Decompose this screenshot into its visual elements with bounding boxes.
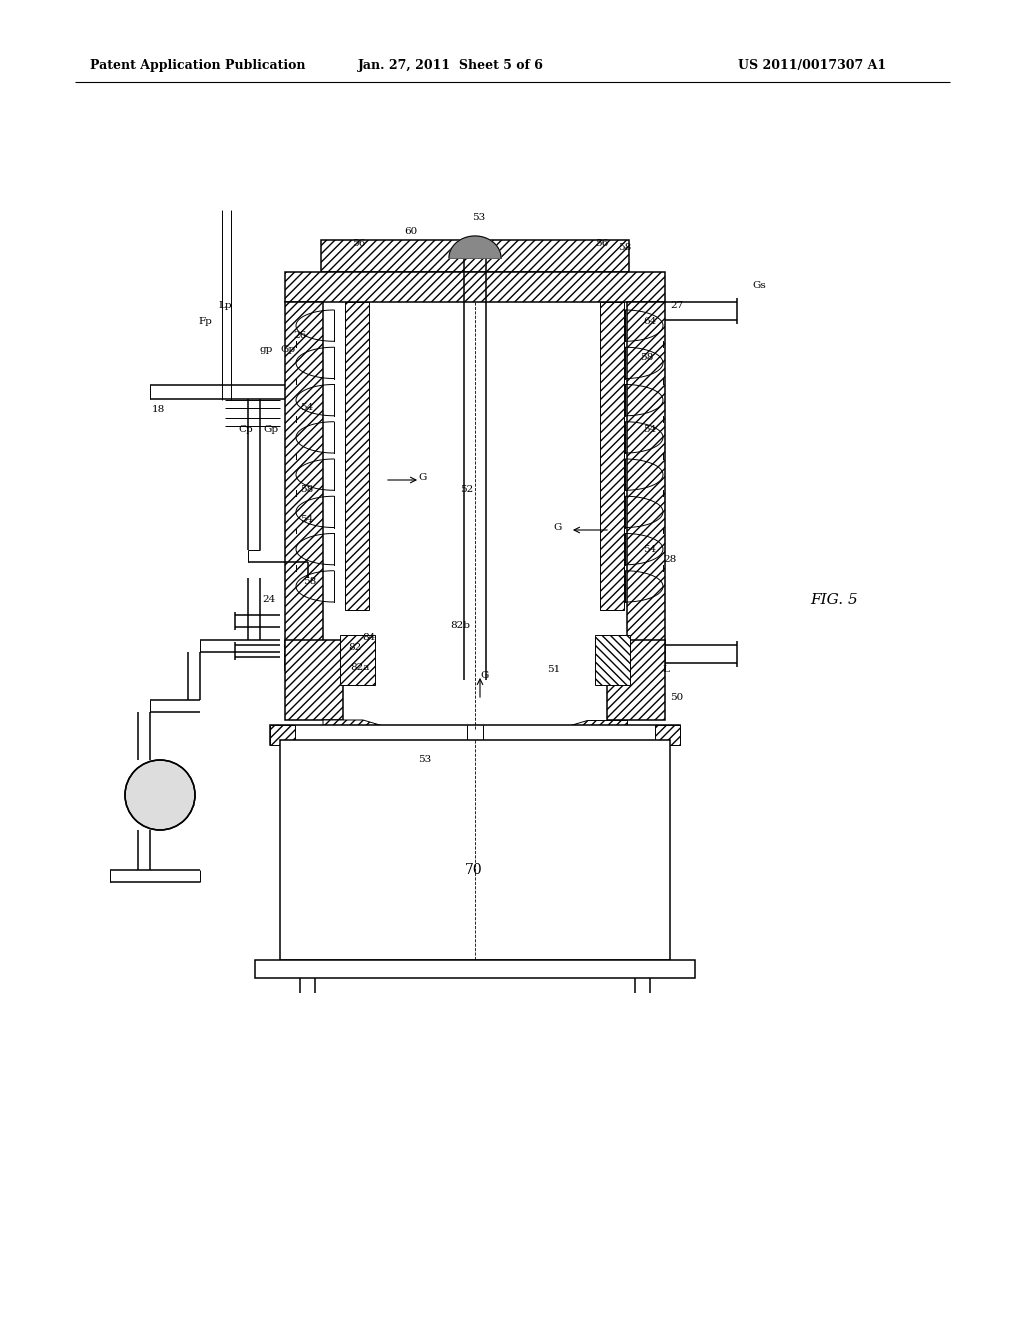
Text: Patent Application Publication: Patent Application Publication [90,58,305,71]
Text: 18: 18 [152,405,165,414]
Bar [600,302,624,610]
Text: 60: 60 [404,227,417,236]
Bar [280,741,670,960]
Text: Gp: Gp [280,346,295,355]
Text: gp: gp [260,346,273,355]
Bar [340,635,375,685]
Text: 54: 54 [300,516,313,524]
Text: 27: 27 [670,301,683,309]
Polygon shape [449,236,501,257]
Text: G: G [480,671,488,680]
Text: L: L [662,665,669,675]
Text: 28: 28 [663,556,676,565]
Text: 54: 54 [643,425,656,434]
Text: 24: 24 [262,595,275,605]
Text: 58: 58 [640,354,653,363]
Text: 84: 84 [362,632,375,642]
Text: Gs: Gs [752,281,766,289]
Text: 50: 50 [670,693,683,702]
Text: 26: 26 [293,331,306,341]
Text: 53: 53 [418,755,431,764]
Bar [285,302,323,671]
Text: 64: 64 [643,318,656,326]
Text: G: G [418,474,426,483]
Text: Gp: Gp [263,425,279,434]
Bar [595,635,630,685]
Text: 56: 56 [352,239,366,248]
Text: 58: 58 [303,578,316,586]
Text: Cp: Cp [238,425,253,434]
Text: 54: 54 [643,545,656,554]
Text: FIG. 5: FIG. 5 [810,593,858,607]
Text: 51: 51 [547,665,560,675]
Bar [270,725,680,744]
Text: 54: 54 [300,404,313,412]
Bar [607,640,665,719]
Text: 82b: 82b [450,620,470,630]
Bar [627,302,665,671]
Bar [270,725,295,744]
Text: 53: 53 [472,214,485,223]
Polygon shape [323,719,464,750]
Text: 58: 58 [618,243,631,252]
Polygon shape [486,719,627,750]
Bar [255,960,695,978]
Text: 58: 58 [300,486,313,495]
Text: 82a: 82a [350,664,370,672]
Circle shape [125,760,195,830]
Bar [285,272,665,302]
Bar [321,240,629,272]
Bar [345,302,369,610]
Text: G: G [553,524,561,532]
Text: 56: 56 [595,239,608,248]
Text: Jan. 27, 2011  Sheet 5 of 6: Jan. 27, 2011 Sheet 5 of 6 [358,58,544,71]
Text: US 2011/0017307 A1: US 2011/0017307 A1 [738,58,886,71]
Text: 70: 70 [465,863,482,876]
Text: Lp: Lp [218,301,231,309]
Text: 82: 82 [348,644,361,652]
Text: 52: 52 [460,486,473,495]
Bar [285,640,343,719]
Bar [655,725,680,744]
Text: Fp: Fp [198,318,212,326]
